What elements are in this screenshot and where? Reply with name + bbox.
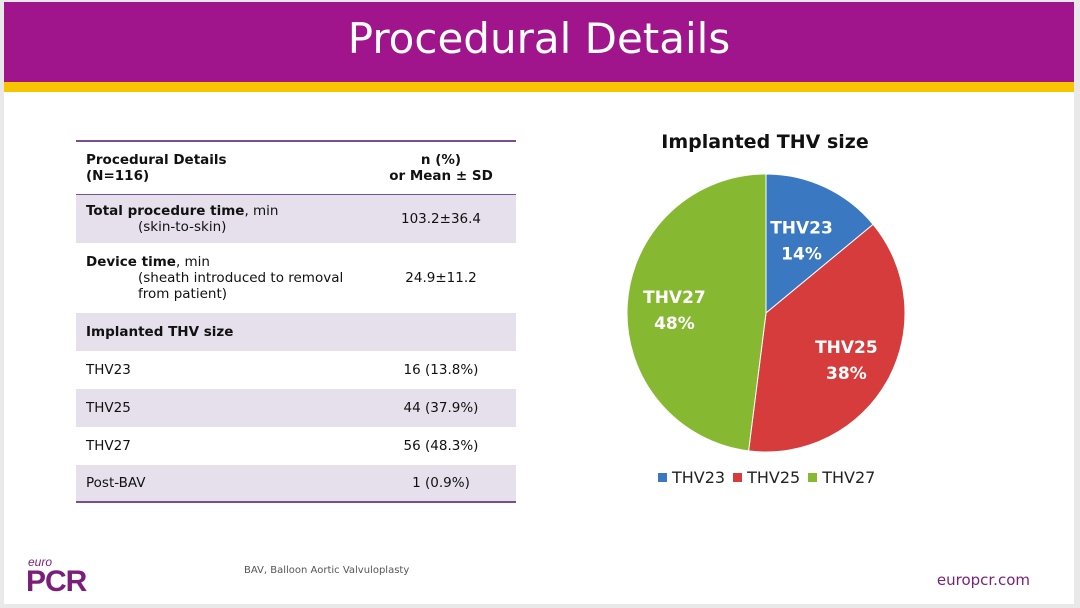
logo-pcr-text: PCR <box>26 565 87 598</box>
table-row: THV27 56 (48.3%) <box>76 427 516 465</box>
device-time-label: Device time, min (sheath introduced to r… <box>76 243 366 313</box>
legend-swatch-thv27 <box>808 473 818 482</box>
implanted-size-label: Implanted THV size <box>76 313 366 351</box>
table-row: THV25 44 (37.9%) <box>76 389 516 427</box>
chart-legend: THV23 THV25 THV27 <box>658 468 888 487</box>
implanted-size-label-text: Implanted THV size <box>86 324 234 340</box>
post-bav-value: 1 (0.9%) <box>366 465 516 503</box>
table-row: Post-BAV 1 (0.9%) <box>76 465 516 503</box>
pie-slice-thv25 <box>748 223 906 453</box>
header-col-details: Procedural Details (N=116) <box>76 140 366 195</box>
pie-slice-thv23 <box>765 173 874 315</box>
legend-label-thv25: THV25 <box>747 468 801 487</box>
legend-item-thv23: THV23 <box>658 468 725 487</box>
thv27-label: THV27 <box>86 438 131 454</box>
legend-item-thv27: THV27 <box>808 468 875 487</box>
header-col-details-line1: Procedural Details <box>86 152 227 168</box>
pie-label-thv23: THV23 <box>770 219 833 239</box>
pie-value-label-thv25: 38% <box>826 364 867 384</box>
post-bav-label: Post-BAV <box>76 465 366 503</box>
total-time-label-bold: Total procedure time <box>86 203 245 219</box>
legend-item-thv25: THV25 <box>733 468 800 487</box>
thv27-value: 56 (48.3%) <box>403 438 479 454</box>
legend-swatch-thv23 <box>658 473 667 482</box>
site-url: europcr.com <box>936 571 1030 589</box>
title-bar: Procedural Details <box>4 2 1074 82</box>
pie-slice-thv27 <box>626 173 767 452</box>
procedural-details-table: Procedural Details (N=116) n (%) or Mean… <box>76 140 516 503</box>
device-time-sub-1: (sheath introduced to removal <box>138 270 344 286</box>
title-accent-stripe <box>4 82 1074 92</box>
legend-label-thv27: THV27 <box>822 468 876 487</box>
table-row: Device time, min (sheath introduced to r… <box>76 243 516 313</box>
header-col-value: n (%) or Mean ± SD <box>366 140 516 195</box>
device-time-label-bold: Device time <box>86 254 176 270</box>
total-time-value: 103.2±36.4 <box>366 194 516 243</box>
slide: Procedural Details Procedural Details (N… <box>4 2 1074 604</box>
thv25-value: 44 (37.9%) <box>366 389 516 427</box>
pie-value-label-thv23: 14% <box>781 245 822 265</box>
pie-label-thv27: THV27 <box>643 288 706 308</box>
europcr-logo: euro PCR <box>26 555 96 601</box>
legend-swatch-thv25 <box>733 473 743 482</box>
header-col-value-line1: n (%) <box>420 152 462 168</box>
device-time-value: 24.9±11.2 <box>405 270 477 286</box>
page-title: Procedural Details <box>347 14 731 63</box>
header-col-value-line2: or Mean ± SD <box>389 168 493 184</box>
table-row: Implanted THV size <box>76 313 516 351</box>
header-col-details-line2: (N=116) <box>86 168 150 184</box>
pie-value-label-thv27: 48% <box>654 314 695 334</box>
total-time-label: Total procedure time, min (skin-to-skin) <box>76 194 366 243</box>
table-row: THV23 16 (13.8%) <box>76 351 516 389</box>
implanted-size-value <box>366 313 516 351</box>
pie-label-thv25: THV25 <box>815 338 878 358</box>
thv25-label: THV25 <box>76 389 366 427</box>
thv23-value: 16 (13.8%) <box>403 362 479 378</box>
legend-label-thv23: THV23 <box>672 468 726 487</box>
table-header-row: Procedural Details (N=116) n (%) or Mean… <box>76 140 516 195</box>
chart-title: Implanted THV size <box>661 131 869 153</box>
total-time-label-unit: , min <box>244 203 279 219</box>
logo-euro-text: euro <box>28 555 53 569</box>
device-time-label-unit: , min <box>175 254 210 270</box>
device-time-sub-2: from patient) <box>138 286 228 302</box>
pie-chart: THV23 14% THV25 38% THV27 48% <box>626 173 906 453</box>
total-time-sub: (skin-to-skin) <box>138 219 227 235</box>
table-row: Total procedure time, min (skin-to-skin)… <box>76 194 516 243</box>
footnote: BAV, Balloon Aortic Valvuloplasty <box>244 565 410 576</box>
thv23-label: THV23 <box>86 362 131 378</box>
